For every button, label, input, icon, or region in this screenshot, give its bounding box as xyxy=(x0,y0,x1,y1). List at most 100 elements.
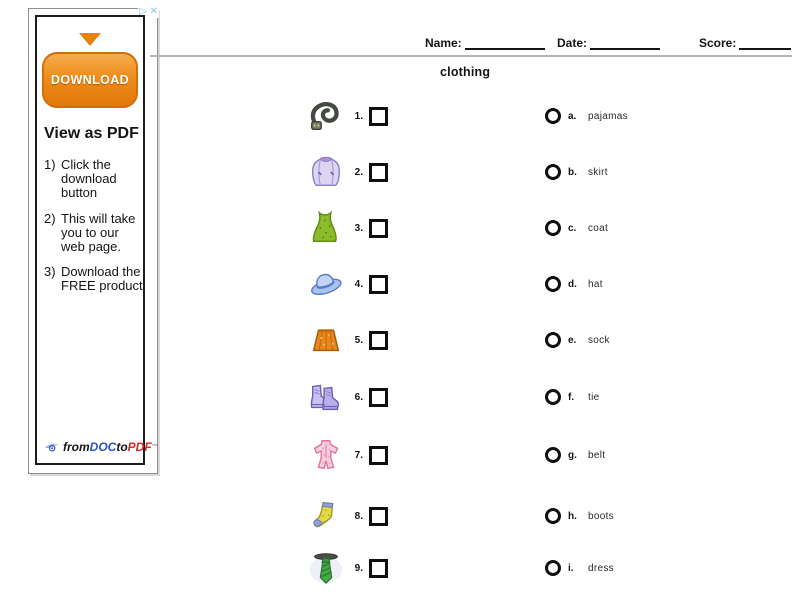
answer-circle[interactable] xyxy=(545,164,561,180)
answer-row: a. pajamas xyxy=(545,107,628,125)
question-number: 8. xyxy=(354,510,363,522)
question-row: 3. xyxy=(303,206,388,250)
answer-letter: f. xyxy=(568,391,575,403)
name-blank-line xyxy=(464,37,545,50)
answer-letter: a. xyxy=(568,110,577,122)
step-number: 2) xyxy=(44,210,56,226)
answer-checkbox[interactable] xyxy=(369,387,388,407)
question-number: 7. xyxy=(354,449,363,461)
score-field-group: Score: xyxy=(699,36,792,50)
question-row: 2. xyxy=(303,150,388,194)
logo-pdf: PDF xyxy=(127,440,152,454)
answer-letter: c. xyxy=(568,222,577,234)
question-number: 5. xyxy=(354,334,363,346)
answer-checkbox[interactable] xyxy=(369,106,388,126)
question-number: 4. xyxy=(354,278,363,290)
answer-row: e. sock xyxy=(545,331,610,349)
question-row: 4. xyxy=(303,262,388,306)
page-title: clothing xyxy=(440,65,491,79)
ad-content: DOWNLOAD View as PDF 1) Click the downlo… xyxy=(35,15,158,465)
answer-label: coat xyxy=(588,222,609,234)
tie-image xyxy=(303,546,349,590)
ad-instructions: 1) Click the download button 2) This wil… xyxy=(44,158,143,293)
answer-checkbox[interactable] xyxy=(369,558,388,578)
question-number: 9. xyxy=(354,562,363,574)
download-arrow-icon xyxy=(79,33,101,46)
coat-image xyxy=(303,150,349,194)
answer-label: boots xyxy=(588,510,614,522)
answer-row: i. dress xyxy=(545,559,614,577)
step-number: 1) xyxy=(44,157,56,172)
date-label: Date: xyxy=(557,36,588,50)
answer-circle[interactable] xyxy=(545,108,561,124)
answer-checkbox[interactable] xyxy=(369,218,388,238)
question-number: 3. xyxy=(354,222,363,234)
boots-image xyxy=(303,375,349,419)
question-row: 7. xyxy=(303,433,388,477)
question-row: 6. xyxy=(303,375,388,419)
question-number: 6. xyxy=(354,391,363,403)
sock-image xyxy=(303,494,349,538)
answer-letter: d. xyxy=(568,278,577,290)
answer-row: d. hat xyxy=(545,275,603,293)
score-label: Score: xyxy=(699,36,737,50)
answer-checkbox[interactable] xyxy=(369,330,388,350)
logo-swoosh-icon xyxy=(45,442,60,453)
name-label: Name: xyxy=(425,36,462,50)
belt-image xyxy=(303,94,349,138)
answer-checkbox[interactable] xyxy=(369,445,388,465)
answer-label: pajamas xyxy=(588,110,628,122)
question-row: 9. xyxy=(303,546,388,590)
ad-banner: ▷ ✕ DOWNLOAD View as PDF 1) Click the do… xyxy=(28,6,159,474)
step-text: Download the FREE product xyxy=(61,264,143,294)
answer-letter: b. xyxy=(568,166,577,178)
adchoices-icon[interactable]: ▷ xyxy=(138,6,147,17)
pajamas-image xyxy=(303,433,349,477)
date-blank-line xyxy=(590,37,661,50)
ad-heading: View as PDF xyxy=(44,125,139,142)
step-text: Click the download button xyxy=(61,157,117,200)
date-field-group: Date: xyxy=(557,36,661,50)
header-divider xyxy=(150,55,792,57)
answer-letter: i. xyxy=(568,562,574,574)
answer-letter: h. xyxy=(568,510,577,522)
logo-to: to xyxy=(116,440,128,454)
ad-step: 1) Click the download button xyxy=(44,158,143,200)
answer-circle[interactable] xyxy=(545,332,561,348)
download-button[interactable]: DOWNLOAD xyxy=(42,52,138,108)
answer-label: sock xyxy=(588,334,610,346)
answer-label: dress xyxy=(588,562,614,574)
answer-row: h. boots xyxy=(545,507,614,525)
answer-label: tie xyxy=(588,391,600,403)
logo-from: from xyxy=(63,440,90,454)
dress-image xyxy=(303,206,349,250)
hat-image xyxy=(303,262,349,306)
answer-circle[interactable] xyxy=(545,389,561,405)
skirt-image xyxy=(303,318,349,362)
question-row: 5. xyxy=(303,318,388,362)
question-row: 8. xyxy=(303,494,388,538)
answer-circle[interactable] xyxy=(545,276,561,292)
answer-label: skirt xyxy=(588,166,608,178)
question-row: 1. xyxy=(303,94,388,138)
logo-trademark: ™ xyxy=(151,444,158,450)
answer-row: c. coat xyxy=(545,219,608,237)
fromdoctopdf-logo[interactable]: from DOC to PDF ™ xyxy=(45,440,158,454)
answer-checkbox[interactable] xyxy=(369,274,388,294)
answer-checkbox[interactable] xyxy=(369,506,388,526)
step-number: 3) xyxy=(44,264,56,280)
answer-checkbox[interactable] xyxy=(369,162,388,182)
name-field-group: Name: xyxy=(425,36,545,50)
answer-circle[interactable] xyxy=(545,508,561,524)
answer-row: b. skirt xyxy=(545,163,608,181)
question-number: 2. xyxy=(354,166,363,178)
logo-doc: DOC xyxy=(89,440,117,454)
ad-close-icon[interactable]: ✕ xyxy=(149,6,158,17)
answer-label: hat xyxy=(588,278,603,290)
answer-circle[interactable] xyxy=(545,560,561,576)
answer-circle[interactable] xyxy=(545,220,561,236)
answer-letter: e. xyxy=(568,334,577,346)
answer-circle[interactable] xyxy=(545,447,561,463)
ad-step: 2) This will take you to our web page. xyxy=(44,210,143,254)
